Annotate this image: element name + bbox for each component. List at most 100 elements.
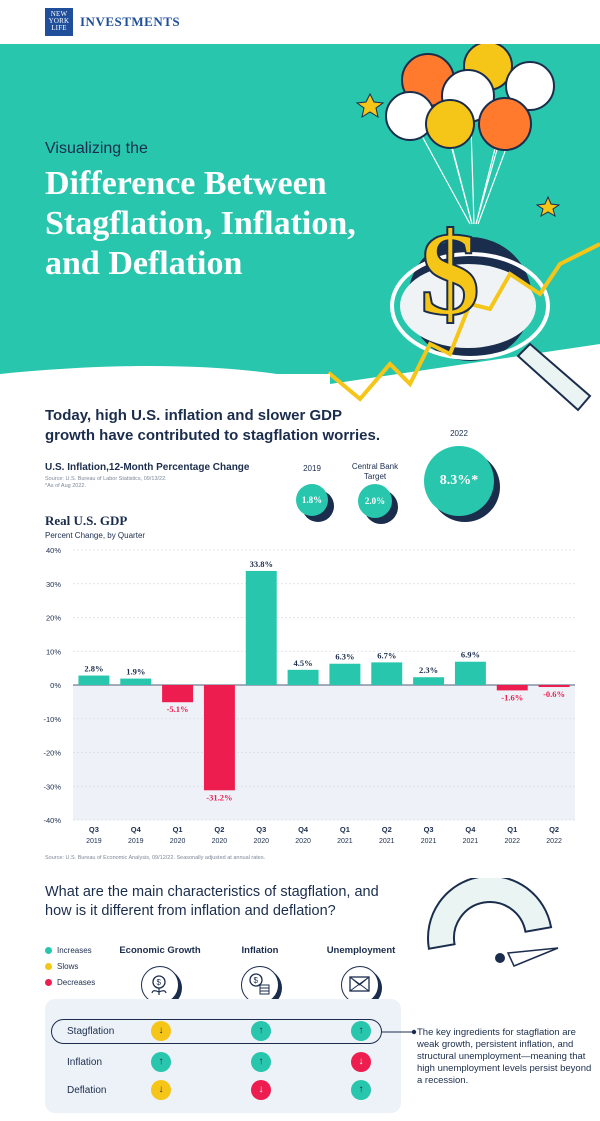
arrow-up-icon: ↑ <box>351 1080 371 1100</box>
bubble-2022: 8.3%* <box>424 446 494 516</box>
x-tick-quarter: Q4 <box>298 825 309 834</box>
y-tick-label: -40% <box>43 816 61 825</box>
bar-value-label: 6.3% <box>335 652 354 662</box>
bar <box>162 685 194 703</box>
plant-coin-icon: $ <box>141 966 179 1004</box>
y-tick-label: 40% <box>46 546 61 555</box>
bubble-label-2019: 2019 <box>303 464 321 473</box>
x-tick-quarter: Q1 <box>340 825 350 834</box>
bar-value-label: -0.6% <box>543 689 565 699</box>
stagflation-row-highlight <box>51 1019 382 1044</box>
arrow-up-icon: ↑ <box>351 1021 371 1041</box>
y-tick-label: 30% <box>46 580 61 589</box>
row-label-inflation: Inflation <box>67 1057 103 1068</box>
bar <box>496 685 528 691</box>
intro-text: Today, high U.S. inflation and slower GD… <box>45 407 381 444</box>
gdp-bar-chart: 40% 30% 20% 10% 0% -10% -20% -30% -40% 2.8% Q3 2019… <box>43 546 575 845</box>
column-economic-growth: Economic Growth <box>119 945 201 956</box>
bar-value-label: 6.7% <box>377 650 396 660</box>
legend-dot-decreases <box>45 979 52 987</box>
arrow-up-icon: ↑ <box>251 1021 271 1041</box>
x-tick-quarter: Q2 <box>214 825 224 834</box>
header: NEW YORK LIFE INVESTMENTS <box>0 0 600 44</box>
x-tick-quarter: Q3 <box>256 825 266 834</box>
bubble-label-central-bank-target: Central Bank Target <box>351 462 399 481</box>
note-connector <box>382 1029 417 1035</box>
legend-slows: Slows <box>45 962 78 971</box>
y-tick-label: 10% <box>46 647 61 656</box>
bar-value-label: 2.3% <box>419 665 438 675</box>
inflation-source: Source: U.S. Bureau of Labor Statistics,… <box>45 476 167 489</box>
x-tick-year: 2019 <box>128 838 144 845</box>
bar <box>454 661 486 685</box>
bar-value-label: 4.5% <box>294 658 313 668</box>
bar <box>371 662 403 685</box>
legend-increases: Increases <box>45 946 92 955</box>
arrow-down-icon: ↓ <box>251 1080 271 1100</box>
x-tick-quarter: Q2 <box>549 825 559 834</box>
bar <box>413 677 445 685</box>
bar <box>203 685 235 791</box>
x-tick-quarter: Q4 <box>131 825 142 834</box>
arrow-up-icon: ↑ <box>151 1052 171 1072</box>
bubble-label-2022: 2022 <box>450 429 468 438</box>
bubble-central-bank-target: 2.0% <box>358 484 392 518</box>
x-tick-quarter: Q3 <box>424 825 434 834</box>
bar <box>329 663 361 685</box>
legend-decreases: Decreases <box>45 978 95 987</box>
x-tick-year: 2020 <box>212 838 228 845</box>
hero-title: Difference Between Stagflation, Inflatio… <box>45 165 356 282</box>
negative-area <box>73 685 575 820</box>
row-label-stagflation: Stagflation <box>67 1026 115 1037</box>
x-tick-year: 2020 <box>170 838 186 845</box>
y-tick-label: -20% <box>43 749 61 758</box>
x-tick-year: 2022 <box>504 838 520 845</box>
gauge-illustration <box>427 878 559 967</box>
bar-value-label: 1.9% <box>126 667 145 677</box>
x-tick-year: 2019 <box>86 838 102 845</box>
arrow-up-icon: ↑ <box>251 1052 271 1072</box>
bar <box>78 675 110 685</box>
arrow-down-icon: ↓ <box>151 1080 171 1100</box>
column-inflation: Inflation <box>241 945 279 956</box>
y-tick-label: -10% <box>43 715 61 724</box>
bar-value-label: 2.8% <box>84 664 103 674</box>
bar <box>538 685 570 688</box>
balloons-dollar-illustration: $ <box>0 44 600 414</box>
inflation-title: U.S. Inflation,12-Month Percentage Chang… <box>45 462 250 473</box>
bubble-2019: 1.8% <box>296 484 328 516</box>
coins-icon: $ <box>241 966 279 1004</box>
x-tick-quarter: Q3 <box>89 825 99 834</box>
x-tick-year: 2021 <box>421 838 437 845</box>
y-tick-label: -30% <box>43 782 61 791</box>
x-tick-year: 2020 <box>253 838 269 845</box>
bar-value-label: 33.8% <box>250 559 273 569</box>
x-tick-year: 2020 <box>295 838 311 845</box>
bar <box>120 678 152 685</box>
bar-value-label: -31.2% <box>206 792 232 802</box>
x-tick-quarter: Q4 <box>465 825 476 834</box>
hero-banner: $ Visualizing the Difference Between Sta… <box>0 44 600 414</box>
x-tick-year: 2021 <box>463 838 479 845</box>
x-tick-year: 2021 <box>379 838 395 845</box>
arrow-down-icon: ↓ <box>151 1021 171 1041</box>
brand-name: INVESTMENTS <box>80 14 181 29</box>
y-tick-label: 0% <box>50 681 61 690</box>
bar <box>287 669 319 685</box>
svg-text:$: $ <box>420 207 480 340</box>
stagflation-note: The key ingredients for stagflation are … <box>417 1027 592 1086</box>
legend-dot-slows <box>45 963 52 971</box>
bar-value-label: -5.1% <box>167 704 189 714</box>
legend-dot-increases <box>45 947 52 955</box>
x-tick-year: 2022 <box>546 838 562 845</box>
arrow-down-icon: ↓ <box>351 1052 371 1072</box>
y-tick-label: 20% <box>46 614 61 623</box>
bar-value-label: 6.9% <box>461 650 480 660</box>
gdp-chart-subtitle: Percent Change, by Quarter <box>45 531 146 540</box>
svg-text:$: $ <box>254 976 259 985</box>
characteristics-table <box>45 999 401 1113</box>
row-label-deflation: Deflation <box>67 1085 107 1096</box>
x-tick-year: 2021 <box>337 838 353 845</box>
new-york-life-logo[interactable]: NEW YORK LIFE <box>45 8 73 36</box>
gdp-source: Source: U.S. Bureau of Economic Analysis… <box>45 855 266 861</box>
